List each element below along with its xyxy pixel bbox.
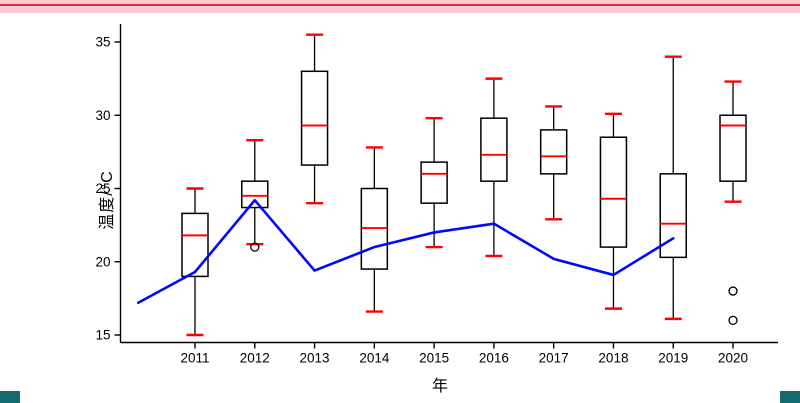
x-tick-label: 2017 [539,351,569,366]
x-tick-label: 2020 [718,351,748,366]
y-tick-label: 25 [95,181,110,196]
x-tick-label: 2012 [240,351,270,366]
corner-decoration-right [780,391,800,403]
x-tick-label: 2019 [658,351,688,366]
x-tick-label: 2018 [598,351,628,366]
x-tick-label: 2011 [180,351,209,366]
box-2017 [539,129,568,175]
trend-line [136,198,675,305]
box-2018 [599,136,628,248]
corner-decoration-left [0,391,20,403]
y-tick-label: 35 [95,35,110,50]
x-axis-label: 年 [431,378,448,395]
y-tick-label: 30 [95,108,110,123]
y-tick-label: 20 [95,254,110,269]
outlier-2012 [250,242,260,252]
top-banner [0,0,800,13]
outlier-2020 [728,286,738,296]
x-tick-label: 2015 [419,351,449,366]
box-2011 [181,212,209,278]
box-2015 [420,161,448,204]
banner-accent-line [0,4,800,6]
outlier-2020 [728,315,738,326]
box-2016 [480,117,508,182]
x-tick-label: 2014 [359,351,390,366]
x-tick-label: 2013 [300,351,330,366]
y-axis-label: 温度/°C [99,170,116,230]
x-tick-label: 2016 [479,351,509,366]
box-2013 [300,70,329,166]
box-2012 [241,180,269,209]
y-tick-label: 15 [95,328,110,343]
